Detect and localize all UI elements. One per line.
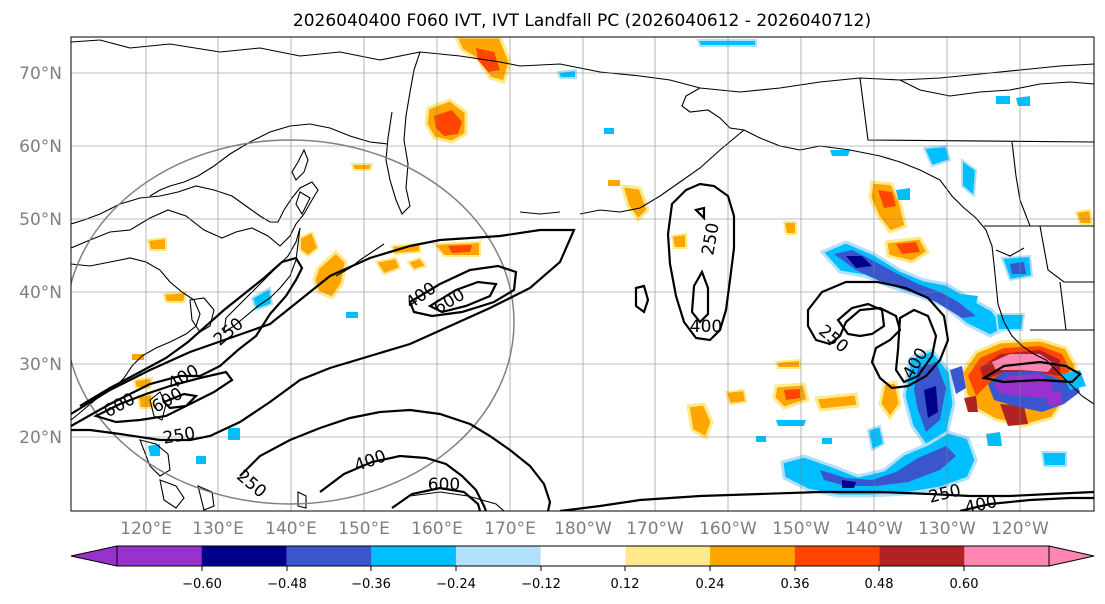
- colorbar-segment: [964, 546, 1050, 566]
- contour-400-center: [408, 264, 518, 318]
- lon-label: 180°W: [554, 519, 612, 539]
- colorbar-tick-label: 0.60: [950, 577, 979, 592]
- contour-label: 400: [963, 492, 999, 518]
- colorbar-segment: [540, 546, 626, 566]
- lat-label: 40°N: [19, 283, 62, 303]
- colorbar-tick-label: 0.12: [611, 577, 640, 592]
- colorbar-tick-labels: −0.60 −0.48 −0.36 −0.24 −0.12 0.12 0.24 …: [182, 577, 978, 592]
- colorbar-segment: [455, 546, 542, 566]
- colorbar-tick-label: −0.36: [351, 577, 391, 592]
- colorbar-tick-label: −0.24: [436, 577, 476, 592]
- contour-landfall: [980, 360, 1082, 384]
- colorbar-segment: [117, 546, 203, 566]
- lon-label: 150°E: [338, 519, 390, 539]
- colorbar-segment: [710, 546, 796, 566]
- contour-600-center: [427, 280, 498, 314]
- contour-400-east: [894, 308, 938, 384]
- colorbar-segment: [625, 546, 711, 566]
- lat-label: 70°N: [19, 64, 62, 84]
- longitude-labels: 120°E 130°E 140°E 150°E 160°E 170°E 180°…: [120, 519, 1049, 539]
- colorbar-under-arrow: [70, 545, 118, 567]
- colorbar-over-arrow: [1048, 545, 1095, 567]
- lon-label: 170°W: [626, 519, 684, 539]
- colorbar-tick-label: 0.24: [696, 577, 725, 592]
- lon-label: 120°W: [991, 519, 1049, 539]
- lat-label: 50°N: [19, 210, 62, 230]
- coastlines: [71, 39, 1094, 511]
- lon-label: 140°W: [845, 519, 903, 539]
- map-title: 2026040400 F060 IVT, IVT Landfall PC (20…: [293, 11, 871, 31]
- colorbar-tick-label: −0.60: [182, 577, 222, 592]
- map-frame: [70, 36, 1095, 512]
- contour-250-east: [806, 280, 950, 390]
- contour-250-south: [239, 408, 552, 511]
- latitude-labels: 70°N 60°N 50°N 40°N 30°N 20°N: [19, 64, 62, 448]
- colorbar-segment: [794, 546, 881, 566]
- colorbar-segment: [286, 546, 372, 566]
- colorbar-tick-label: −0.12: [521, 577, 561, 592]
- contour-label: 400: [690, 317, 722, 337]
- colorbar-frame: [116, 545, 1050, 567]
- contour-label: 600: [428, 475, 460, 495]
- lon-label: 150°W: [772, 519, 830, 539]
- colorbar-segment: [371, 546, 457, 566]
- colorbar-ticks: [201, 566, 965, 571]
- contour-250-central: [666, 182, 736, 342]
- lat-label: 60°N: [19, 137, 62, 157]
- lon-label: 140°E: [265, 519, 317, 539]
- contour-250-west: [71, 228, 576, 442]
- lon-label: 160°E: [411, 519, 463, 539]
- colorbar-tick-label: 0.36: [781, 577, 810, 592]
- contour-400-south: [319, 454, 488, 511]
- range-circle: [71, 139, 515, 505]
- colorbar: −0.60 −0.48 −0.36 −0.24 −0.12 0.12 0.24 …: [70, 545, 1095, 592]
- contour-600-south: [391, 486, 482, 511]
- contour-400-west: [71, 256, 304, 427]
- ivt-contours: [71, 182, 1094, 511]
- lat-label: 20°N: [19, 428, 62, 448]
- map-area: 600 400 250 600 400 250 400 250 400 600 …: [71, 37, 1094, 518]
- colorbar-tick-label: −0.48: [267, 577, 307, 592]
- lon-label: 130°W: [918, 519, 976, 539]
- colorbar-segment: [201, 546, 287, 566]
- lat-label: 30°N: [19, 355, 62, 375]
- colorbar-segment: [879, 546, 965, 566]
- lon-label: 160°W: [699, 519, 757, 539]
- colorbar-tick-label: 0.48: [865, 577, 894, 592]
- lon-label: 130°E: [192, 519, 244, 539]
- lon-label: 170°E: [484, 519, 536, 539]
- contour-400-central: [690, 269, 710, 324]
- lon-label: 120°E: [120, 519, 172, 539]
- contour-250-southeast: [559, 490, 1094, 511]
- contour-600-west: [93, 370, 234, 424]
